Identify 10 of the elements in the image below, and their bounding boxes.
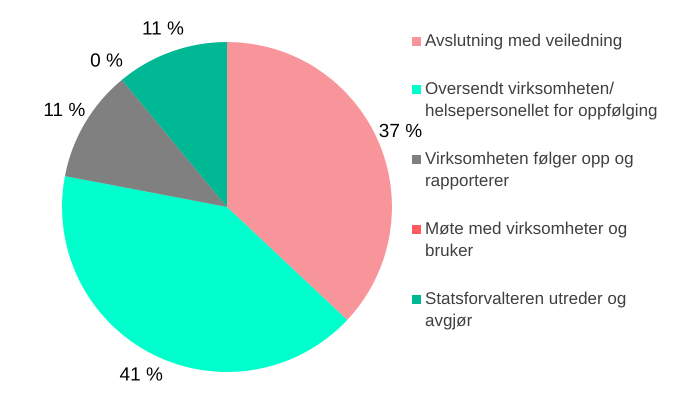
legend-label: Statsforvalteren utreder og avgjør (425, 288, 628, 332)
data-label: 11 % (142, 18, 184, 40)
legend-label: Virksomheten følger opp og rapporterer (425, 148, 635, 192)
data-label: 41 % (120, 364, 163, 386)
text: 0 % (90, 50, 123, 72)
legend-label: Avslutning med veiledning (425, 30, 622, 52)
data-label: 11 % (43, 100, 86, 122)
data-label: 37 % (378, 121, 422, 142)
legend-label: Møte med virksomheter og bruker (425, 218, 628, 262)
legend-label: Oversendt virksomheten/ helsepersonellet for oppfølging (425, 78, 658, 122)
